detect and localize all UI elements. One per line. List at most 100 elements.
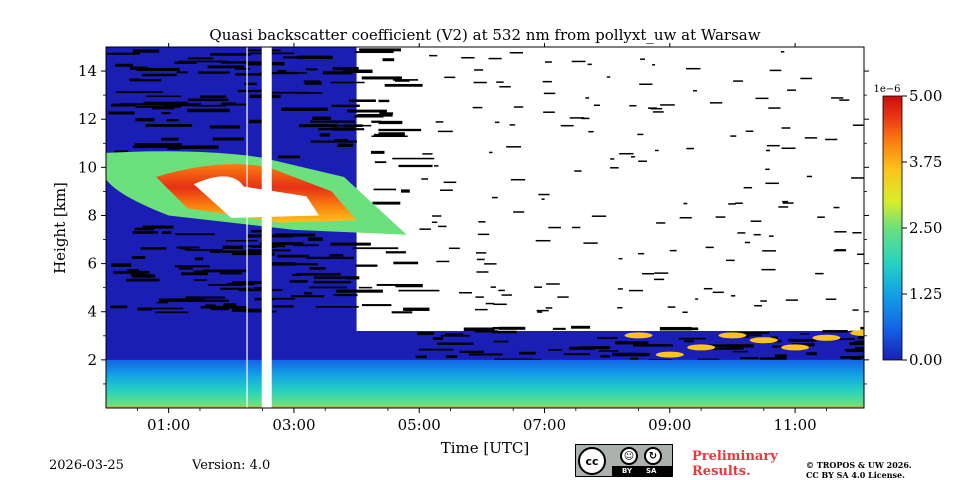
noise-streak [222, 245, 244, 249]
noise-streak [334, 138, 348, 141]
noise-streak-low [732, 350, 748, 353]
noise-streak [174, 61, 197, 64]
clear-sky-region [356, 47, 864, 331]
noise-streak [349, 99, 376, 102]
noise-streak-low [791, 343, 815, 347]
noise-streak [272, 305, 294, 308]
noise-streak-low [858, 335, 864, 339]
noise-streak [205, 304, 216, 308]
clear-noise-dash [610, 167, 619, 169]
preliminary-line1: Preliminary [692, 449, 778, 464]
badge-sa-label: SA [646, 467, 657, 475]
noise-streak [361, 76, 402, 80]
colorbar-tick-label: 2.50 [909, 219, 942, 237]
clear-noise-dash [781, 127, 791, 129]
noise-streak [235, 73, 266, 76]
colorbar-tick-label: 5.00 [909, 87, 942, 105]
noise-streak [116, 91, 164, 94]
clear-noise-dash [768, 235, 774, 237]
heatmap-field [106, 47, 864, 408]
clear-noise-dash [639, 83, 653, 85]
clear-noise-dash [765, 168, 770, 171]
clear-noise-dash [709, 102, 723, 104]
noise-streak [113, 270, 150, 274]
noise-streak [403, 307, 430, 311]
clear-noise-dash [683, 202, 688, 205]
clear-noise-dash [473, 81, 487, 84]
clear-noise-dash [852, 124, 864, 126]
noise-streak-low [705, 344, 745, 347]
noise-streak [130, 273, 145, 276]
clear-noise-dash [833, 249, 847, 252]
noise-streak [306, 256, 354, 259]
noise-streak [337, 143, 354, 148]
clear-noise-dash [435, 121, 444, 123]
noise-streak [393, 261, 419, 265]
noise-streak [134, 143, 182, 147]
clear-noise-dash [617, 288, 623, 290]
clear-noise-dash [682, 311, 688, 313]
cc-license-badge[interactable]: cc ☺ ↻ BY SA [575, 444, 673, 477]
clear-noise-dash [638, 252, 645, 255]
noise-streak [276, 263, 318, 266]
noise-streak [174, 265, 210, 268]
noise-streak [304, 81, 322, 85]
noise-streak [193, 270, 208, 273]
clear-noise-dash [781, 147, 796, 150]
clear-noise-dash [506, 146, 522, 148]
clear-noise-dash [490, 286, 496, 288]
noise-streak [372, 201, 401, 205]
noise-streak [110, 305, 128, 309]
clear-noise-dash [652, 64, 656, 66]
clear-noise-dash [444, 76, 456, 79]
clear-noise-dash [629, 104, 637, 107]
clear-noise-dash [458, 291, 473, 294]
noise-streak-low [683, 340, 694, 343]
clear-noise-dash [432, 215, 442, 217]
noise-streak [303, 80, 321, 83]
x-tick-label: 07:00 [523, 416, 566, 434]
noise-streak [155, 311, 189, 314]
noise-streak [310, 120, 356, 123]
clear-noise-dash [501, 294, 512, 296]
noise-streak [315, 306, 359, 308]
run-date: 2026-03-25 [49, 458, 124, 473]
noise-streak [219, 272, 243, 275]
clear-noise-dash [543, 111, 555, 113]
noise-streak [232, 252, 272, 256]
colorbar-exponent: 1e−6 [873, 84, 900, 95]
noise-streak-low [729, 331, 770, 334]
clear-noise-dash [686, 147, 694, 150]
noise-streak [267, 91, 310, 94]
clear-noise-dash [485, 302, 495, 305]
attribution-icon: ☺ [620, 447, 638, 465]
noise-streak [223, 303, 237, 307]
x-tick-label: 01:00 [147, 416, 190, 434]
y-tick-label: 6 [87, 255, 97, 273]
clear-noise-dash [768, 107, 781, 109]
noise-streak [175, 145, 219, 149]
noise-streak [129, 79, 162, 82]
noise-streak [277, 69, 287, 72]
clear-noise-dash [443, 181, 457, 184]
noise-streak-low [679, 337, 706, 340]
clear-noise-dash [572, 226, 581, 229]
noise-streak [132, 230, 158, 234]
clear-noise-dash [630, 156, 636, 158]
cloud-top-echo [718, 332, 747, 339]
y-tick-label: 14 [78, 62, 97, 80]
noise-streak [278, 155, 301, 159]
noise-streak [244, 82, 257, 86]
noise-streak [134, 227, 155, 231]
noise-streak [132, 274, 156, 278]
noise-streak [142, 73, 177, 77]
noise-streak [305, 68, 318, 71]
clear-noise-dash [421, 178, 428, 180]
noise-streak [118, 103, 167, 106]
clear-noise-dash [834, 231, 847, 233]
clear-noise-dash [545, 61, 552, 63]
clear-noise-dash [476, 258, 485, 261]
colorbar-tick-label: 1.25 [909, 285, 942, 303]
clear-noise-dash [618, 257, 623, 260]
